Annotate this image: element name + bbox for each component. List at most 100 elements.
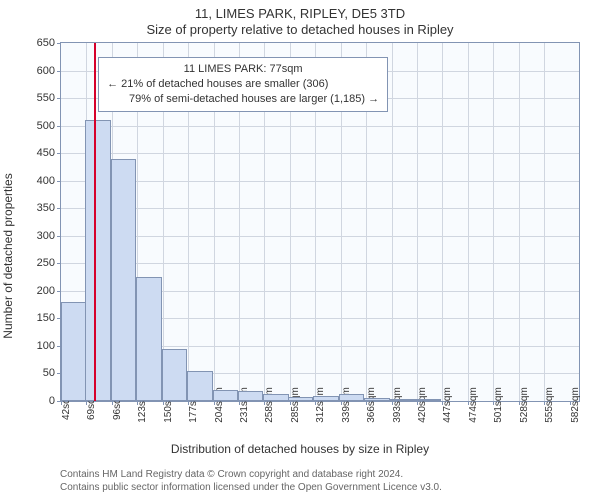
- gridline-v: [468, 43, 469, 401]
- histogram-bar: [390, 399, 415, 401]
- x-tick-label: 312sqm: [315, 387, 326, 423]
- x-tick-mark: [341, 401, 342, 405]
- y-tick-label: 350: [37, 202, 55, 214]
- chart-subtitle: Size of property relative to detached ho…: [0, 22, 600, 37]
- y-tick-label: 150: [37, 312, 55, 324]
- y-tick-label: 300: [37, 230, 55, 242]
- x-tick-mark: [112, 401, 113, 405]
- x-axis-label: Distribution of detached houses by size …: [0, 442, 600, 456]
- histogram-bar: [136, 277, 161, 401]
- y-tick-mark: [57, 263, 61, 264]
- annotation-line-1: 11 LIMES PARK: 77sqm: [107, 62, 379, 77]
- y-tick-label: 200: [37, 285, 55, 297]
- histogram-bar: [85, 120, 110, 401]
- histogram-bar: [364, 398, 389, 401]
- x-tick-mark: [417, 401, 418, 405]
- gridline-h: [61, 236, 579, 237]
- annotation-line-3: 79% of semi-detached houses are larger (…: [107, 92, 379, 107]
- gridline-h: [61, 263, 579, 264]
- y-tick-label: 100: [37, 340, 55, 352]
- y-tick-mark: [57, 291, 61, 292]
- x-tick-mark: [570, 401, 571, 405]
- chart-title: 11, LIMES PARK, RIPLEY, DE5 3TD: [0, 6, 600, 21]
- histogram-bar: [288, 397, 313, 401]
- gridline-v: [417, 43, 418, 401]
- x-tick-mark: [137, 401, 138, 405]
- x-tick-mark: [392, 401, 393, 405]
- gridline-v: [392, 43, 393, 401]
- gridline-v: [442, 43, 443, 401]
- y-tick-label: 0: [49, 395, 55, 407]
- x-tick-mark: [264, 401, 265, 405]
- gridline-h: [61, 153, 579, 154]
- y-tick-mark: [57, 153, 61, 154]
- y-tick-mark: [57, 208, 61, 209]
- histogram-bar: [238, 391, 263, 401]
- x-tick-label: 366sqm: [366, 387, 377, 423]
- credits-line-2: Contains public sector information licen…: [60, 481, 442, 494]
- y-tick-label: 550: [37, 92, 55, 104]
- annotation-line-2: ← 21% of detached houses are smaller (30…: [107, 77, 379, 92]
- y-tick-mark: [57, 181, 61, 182]
- annotation-box: 11 LIMES PARK: 77sqm← 21% of detached ho…: [98, 57, 388, 112]
- y-tick-label: 50: [43, 367, 55, 379]
- gridline-h: [61, 181, 579, 182]
- gridline-v: [519, 43, 520, 401]
- histogram-bar: [162, 349, 187, 401]
- chart-container: 11, LIMES PARK, RIPLEY, DE5 3TD Size of …: [0, 0, 600, 500]
- gridline-v: [493, 43, 494, 401]
- x-tick-mark: [86, 401, 87, 405]
- histogram-bar: [263, 394, 288, 401]
- histogram-bar: [111, 159, 136, 401]
- x-tick-label: 258sqm: [264, 387, 275, 423]
- x-tick-mark: [163, 401, 164, 405]
- x-tick-label: 420sqm: [417, 387, 428, 423]
- y-tick-mark: [57, 71, 61, 72]
- x-tick-label: 447sqm: [442, 387, 453, 423]
- y-tick-mark: [57, 98, 61, 99]
- credits-line-1: Contains HM Land Registry data © Crown c…: [60, 468, 442, 481]
- plot-area: 0501001502002503003504004505005506006504…: [60, 42, 580, 402]
- y-tick-mark: [57, 126, 61, 127]
- x-tick-mark: [290, 401, 291, 405]
- gridline-h: [61, 126, 579, 127]
- property-marker-line: [94, 43, 96, 401]
- y-tick-label: 450: [37, 147, 55, 159]
- histogram-bar: [187, 371, 212, 401]
- y-tick-mark: [57, 236, 61, 237]
- x-tick-label: 474sqm: [468, 387, 479, 423]
- x-tick-mark: [442, 401, 443, 405]
- x-tick-label: 555sqm: [544, 387, 555, 423]
- gridline-h: [61, 208, 579, 209]
- y-tick-label: 650: [37, 37, 55, 49]
- y-tick-mark: [57, 43, 61, 44]
- y-tick-label: 250: [37, 257, 55, 269]
- x-tick-label: 393sqm: [392, 387, 403, 423]
- x-tick-mark: [493, 401, 494, 405]
- x-tick-label: 285sqm: [290, 387, 301, 423]
- x-tick-mark: [366, 401, 367, 405]
- histogram-bar: [415, 399, 440, 401]
- y-tick-label: 400: [37, 175, 55, 187]
- y-tick-label: 500: [37, 120, 55, 132]
- x-tick-label: 582sqm: [570, 387, 581, 423]
- y-tick-label: 600: [37, 65, 55, 77]
- histogram-bar: [213, 390, 238, 401]
- histogram-bar: [313, 396, 338, 402]
- x-tick-mark: [214, 401, 215, 405]
- x-tick-mark: [239, 401, 240, 405]
- y-axis-label: Number of detached properties: [1, 244, 15, 256]
- x-tick-mark: [188, 401, 189, 405]
- x-tick-mark: [468, 401, 469, 405]
- x-tick-mark: [544, 401, 545, 405]
- x-tick-label: 501sqm: [493, 387, 504, 423]
- histogram-bar: [61, 302, 86, 401]
- x-tick-mark: [315, 401, 316, 405]
- credits: Contains HM Land Registry data © Crown c…: [60, 468, 442, 494]
- histogram-bar: [339, 394, 364, 401]
- x-tick-mark: [519, 401, 520, 405]
- x-tick-label: 339sqm: [341, 387, 352, 423]
- gridline-v: [544, 43, 545, 401]
- x-tick-label: 528sqm: [519, 387, 530, 423]
- x-tick-mark: [61, 401, 62, 405]
